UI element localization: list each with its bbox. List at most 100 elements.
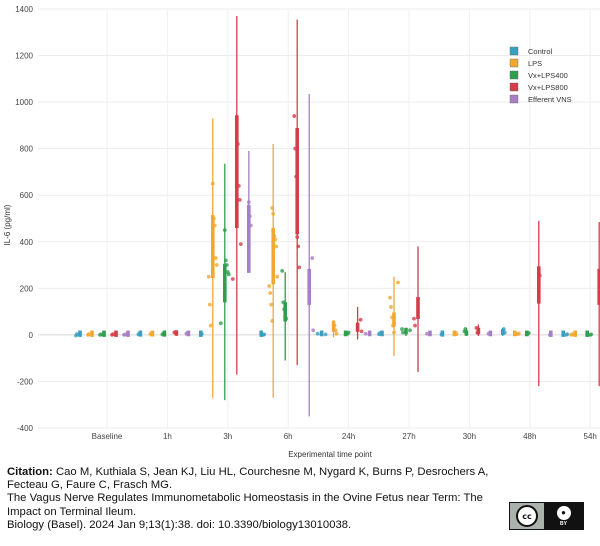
data-point [224, 263, 229, 267]
data-point [389, 305, 393, 309]
ci-box [537, 266, 541, 304]
data-point [346, 330, 351, 335]
cc-circle-icon: cc [516, 505, 538, 527]
legend-label: LPS [528, 59, 542, 68]
data-point [212, 223, 217, 228]
data-point [281, 300, 286, 305]
ci-box [597, 268, 600, 305]
ci-box [355, 322, 360, 332]
data-point [589, 332, 594, 337]
data-point [199, 332, 204, 336]
data-point [236, 184, 241, 188]
ci-box [561, 330, 565, 337]
data-point [271, 211, 276, 216]
data-point [516, 331, 521, 336]
data-point [570, 332, 575, 337]
data-point [293, 146, 298, 151]
ci-box [271, 227, 275, 285]
data-point [207, 302, 212, 307]
data-point [282, 307, 287, 312]
x-tick-label: 3h [223, 432, 232, 441]
data-point [296, 244, 301, 249]
ci-box [380, 330, 384, 337]
data-point [213, 256, 218, 260]
legend-swatch [509, 58, 519, 68]
ci-box [295, 128, 299, 235]
data-point [214, 263, 219, 267]
data-point [284, 316, 289, 321]
citation-journal: Biology (Basel). 2024 Jan 9;13(1):38. do… [7, 518, 352, 531]
citation-authors: Citation: Cao M, Kuthiala S, Jean KJ, Li… [7, 466, 507, 492]
data-point [235, 142, 240, 146]
data-point [173, 330, 178, 334]
data-point [425, 331, 429, 336]
y-tick-label: 600 [20, 191, 34, 200]
data-point [238, 242, 243, 247]
data-point [208, 323, 213, 328]
data-point [408, 328, 412, 333]
data-point [537, 273, 542, 278]
legend-swatch [509, 94, 519, 104]
data-point [294, 174, 299, 179]
data-point [311, 328, 316, 333]
data-point [315, 331, 320, 336]
data-point [388, 295, 392, 300]
citation-authors-text: Cao M, Kuthiala S, Jean KJ, Liu HL, Cour… [7, 466, 489, 492]
data-point [295, 235, 300, 240]
ci-box [126, 330, 130, 337]
data-point [359, 329, 364, 334]
il6-chart: -400 -200 0 200 400 600 800 1000 1200 1400 Baseli… [3, 5, 600, 459]
legend-label: Control [528, 47, 553, 56]
data-point [334, 331, 339, 336]
data-point [270, 319, 275, 323]
ci-box [307, 268, 311, 305]
data-point [87, 332, 91, 337]
data-point [358, 317, 363, 322]
data-point [454, 332, 459, 337]
data-point [123, 332, 127, 337]
data-point [226, 272, 231, 277]
legend: Control LPS Vx+LPS400 Vx+LPS800 Efferent VNS [509, 46, 572, 104]
by-attribution: ● BY [544, 503, 583, 529]
data-point [222, 228, 227, 233]
x-tick-label: 48h [523, 432, 536, 441]
by-label: BY [560, 520, 567, 527]
data-point [292, 114, 297, 118]
ci-box [585, 330, 589, 337]
data-point [248, 223, 253, 228]
y-tick-label: 1400 [15, 5, 33, 14]
legend-swatch [509, 82, 519, 92]
ci-box [235, 115, 239, 229]
data-point [211, 216, 216, 221]
data-point [396, 280, 400, 285]
data-point [401, 330, 405, 335]
data-point [269, 302, 274, 307]
y-tick-label: 200 [20, 284, 34, 293]
data-point [474, 326, 479, 330]
data-point [99, 332, 103, 337]
legend-label: Vx+LPS800 [528, 83, 568, 92]
legend-label: Vx+LPS400 [528, 71, 568, 80]
x-tick-label: 6h [284, 432, 293, 441]
data-point [412, 316, 416, 321]
data-point [565, 332, 570, 337]
ci-box [114, 330, 118, 337]
y-axis-title: IL-6 (pg/ml) [3, 204, 12, 245]
x-axis: Baseline 1h 3h 6h 24h 27h 30h 48h 54h [92, 432, 597, 441]
data-point [440, 331, 445, 336]
y-tick-label: 400 [20, 238, 34, 247]
data-point [526, 331, 531, 335]
ci-box [367, 330, 372, 337]
ci-box [283, 302, 287, 322]
citation-block: Citation: Cao M, Kuthiala S, Jean KJ, Li… [7, 466, 507, 532]
ci-box [223, 263, 227, 303]
series-1 [86, 118, 577, 398]
data-point [323, 332, 328, 337]
x-tick-label: Baseline [92, 432, 123, 441]
data-point [547, 332, 552, 337]
data-point [111, 332, 115, 337]
data-point [268, 291, 273, 295]
series-3 [110, 15, 600, 387]
data-point [363, 331, 368, 336]
data-point [210, 181, 215, 186]
